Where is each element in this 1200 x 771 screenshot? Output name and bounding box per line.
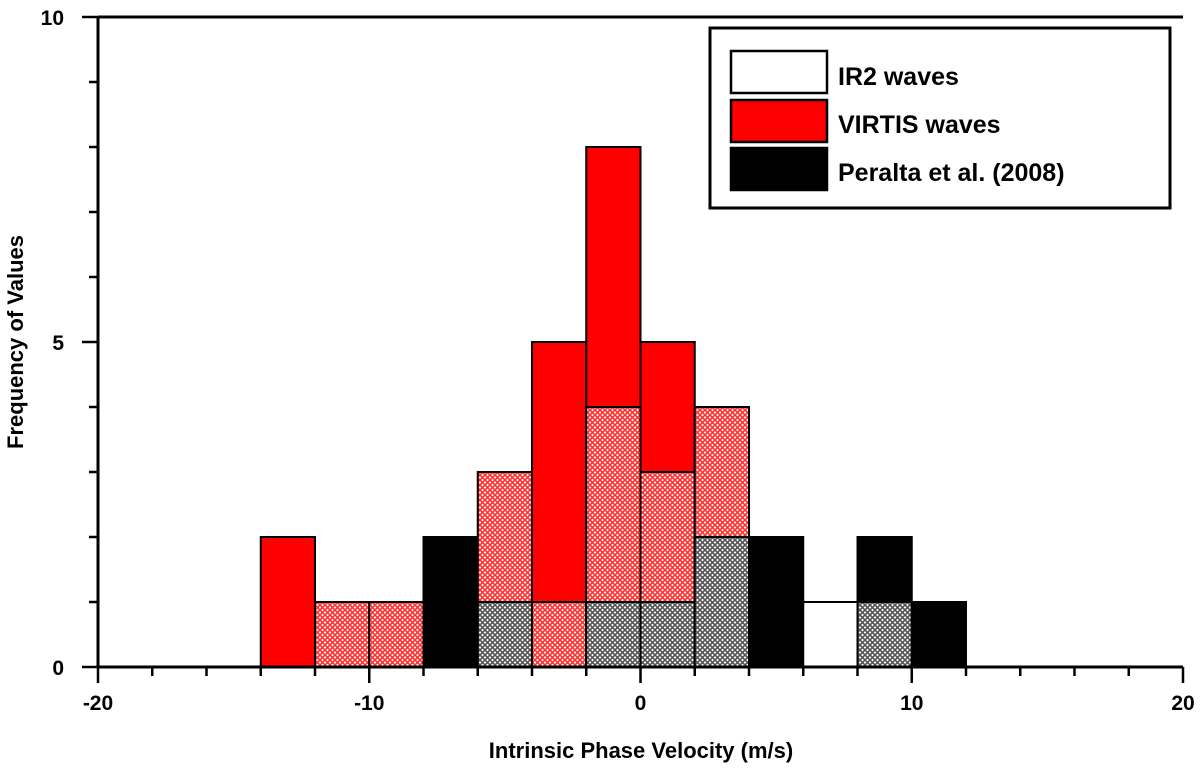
bar-ir2-waves-bin--4 bbox=[531, 601, 588, 668]
legend-label-virtis: VIRTIS waves bbox=[838, 111, 1001, 139]
x-axis-ticks: -20 -10 0 10 20 bbox=[83, 667, 1195, 715]
x-axis-title: Intrinsic Phase Velocity (m/s) bbox=[489, 738, 793, 763]
legend-swatch-peralta bbox=[729, 146, 829, 192]
x-tick-label-20: 20 bbox=[1171, 692, 1194, 715]
bar-ir2-waves-bin-6 bbox=[802, 601, 859, 668]
x-tick-label--10: -10 bbox=[354, 692, 384, 715]
bar-peralta-et-al-2008-bin--2 bbox=[585, 601, 642, 668]
bar-peralta-et-al-2008-bin-0 bbox=[639, 601, 696, 668]
legend-label-peralta: Peralta et al. (2008) bbox=[838, 159, 1065, 187]
bar-peralta-et-al-2008-bin--8 bbox=[422, 536, 479, 668]
y-tick-label-0: 0 bbox=[52, 657, 64, 680]
y-tick-label-5: 5 bbox=[52, 332, 64, 355]
bar-ir2-waves-bin-8 bbox=[856, 601, 913, 668]
x-tick-label--20: -20 bbox=[83, 692, 113, 715]
bar-ir2-waves-bin--10 bbox=[368, 601, 425, 668]
x-tick-label-10: 10 bbox=[900, 692, 923, 715]
x-tick-label-0: 0 bbox=[635, 692, 647, 715]
bar-peralta-et-al-2008-bin-4 bbox=[748, 536, 805, 668]
bar-virtis-waves-bin--14 bbox=[259, 536, 316, 668]
y-axis-ticks: 0 5 10 bbox=[41, 7, 98, 680]
bar-ir2-waves-bin--12 bbox=[314, 601, 371, 668]
bar-peralta-et-al-2008-bin-2 bbox=[693, 536, 750, 668]
y-axis-title: Frequency of Values bbox=[3, 235, 28, 449]
bar-peralta-et-al-2008-bin--6 bbox=[476, 601, 533, 668]
legend: IR2 waves VIRTIS waves Peralta et al. (2… bbox=[708, 26, 1172, 210]
legend-swatch-virtis bbox=[729, 98, 829, 144]
histogram-bars bbox=[259, 146, 967, 668]
bar-peralta-et-al-2008-bin-10 bbox=[910, 601, 967, 668]
y-tick-label-10: 10 bbox=[41, 7, 64, 30]
legend-label-ir2: IR2 waves bbox=[838, 63, 959, 91]
legend-swatch-ir2 bbox=[729, 49, 829, 95]
